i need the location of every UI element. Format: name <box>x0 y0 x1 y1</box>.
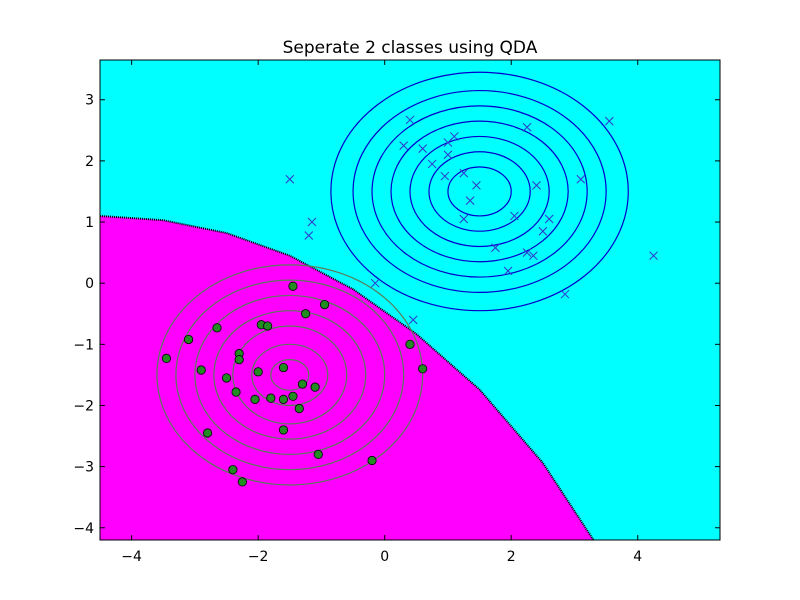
point-class2 <box>183 334 194 345</box>
point-class2 <box>266 393 276 403</box>
point-class2 <box>250 394 260 404</box>
point-class2 <box>278 362 289 373</box>
point-class2 <box>367 455 377 466</box>
marker-group <box>161 115 658 487</box>
x-tick-label: −4 <box>121 549 142 565</box>
point-class1 <box>538 226 548 236</box>
y-tick-label: −3 <box>73 460 94 476</box>
point-class1 <box>522 248 532 257</box>
point-class2 <box>319 299 330 310</box>
point-class2 <box>253 367 263 377</box>
point-class1 <box>472 180 481 190</box>
axes-group: −4 −2 0 2 4 −4 −3 −2 −1 0 1 2 3 <box>73 60 720 565</box>
point-class1 <box>399 141 409 150</box>
point-class1 <box>307 217 317 227</box>
y-tick-label: −4 <box>73 521 94 537</box>
x-tick-label: 4 <box>633 549 642 565</box>
plot-area <box>100 60 720 540</box>
point-class2 <box>196 365 206 375</box>
point-class2 <box>278 394 289 404</box>
point-class1 <box>529 251 538 261</box>
point-class1 <box>510 211 519 221</box>
x-tick-label: 2 <box>507 549 516 565</box>
point-class1 <box>522 122 532 132</box>
point-class1 <box>503 266 513 276</box>
point-class2 <box>237 477 247 487</box>
contour-ring-class1 <box>330 71 629 312</box>
point-class1 <box>370 278 380 288</box>
point-class2 <box>221 373 232 383</box>
point-class2 <box>405 339 415 349</box>
contour-group <box>156 71 629 486</box>
x-tick-label: −2 <box>248 549 269 565</box>
point-class1 <box>649 251 658 261</box>
decision-boundary-line <box>100 214 595 540</box>
contour-ring-class1 <box>409 135 550 248</box>
point-class1 <box>285 174 295 184</box>
y-tick-label: −2 <box>73 398 94 414</box>
contour-ring-class2 <box>232 325 348 425</box>
point-class1 <box>418 144 428 154</box>
contour-ring-class2 <box>194 294 386 455</box>
contour-ring-class1 <box>352 89 607 293</box>
point-class1 <box>405 115 415 125</box>
contour-ring-class2 <box>175 279 405 471</box>
point-class2 <box>288 391 298 401</box>
contour-ring-class2 <box>270 359 310 391</box>
point-class2 <box>161 353 172 363</box>
point-class2 <box>278 425 289 435</box>
contour-ring-class2 <box>213 310 367 440</box>
point-class2 <box>263 321 273 331</box>
contour-ring-class1 <box>390 120 569 263</box>
y-tick-label: 2 <box>85 154 94 170</box>
point-class1 <box>560 289 570 299</box>
point-class2 <box>418 364 428 374</box>
y-tick-label: 3 <box>85 93 94 109</box>
point-class1 <box>440 171 450 181</box>
point-class2 <box>294 403 304 414</box>
y-tick-label: −1 <box>73 337 94 353</box>
point-class1 <box>408 315 418 325</box>
contour-ring-class2 <box>251 343 329 407</box>
point-class2 <box>288 281 298 291</box>
point-class2 <box>202 428 213 438</box>
point-class2 <box>228 465 238 475</box>
point-class2 <box>231 387 241 397</box>
point-class2 <box>313 449 323 459</box>
point-class1 <box>443 150 453 160</box>
point-class2 <box>297 379 308 389</box>
y-tick-label: 1 <box>85 215 94 231</box>
point-class1 <box>427 159 437 169</box>
point-class2 <box>310 382 320 392</box>
point-class1 <box>604 116 614 126</box>
contour-ring-class1 <box>447 166 512 217</box>
y-tick-label: 0 <box>85 276 94 292</box>
point-class1 <box>532 180 541 190</box>
plot-frame <box>99 59 721 541</box>
x-tick-label: 0 <box>380 549 389 565</box>
chart-title: Seperate 2 classes using QDA <box>283 38 538 58</box>
point-class1 <box>544 214 554 224</box>
contour-ring-class1 <box>428 151 531 232</box>
point-class1 <box>304 231 314 240</box>
point-class2 <box>301 309 311 319</box>
point-class1 <box>459 214 469 224</box>
point-class1 <box>491 243 500 253</box>
contour-ring-class1 <box>371 105 588 278</box>
point-class2 <box>212 323 222 333</box>
point-class1 <box>576 174 586 184</box>
point-class1 <box>449 132 459 141</box>
point-class1 <box>459 168 469 178</box>
contour-ring-class2 <box>156 264 424 486</box>
point-class1 <box>465 196 475 205</box>
point-class2 <box>234 355 244 365</box>
